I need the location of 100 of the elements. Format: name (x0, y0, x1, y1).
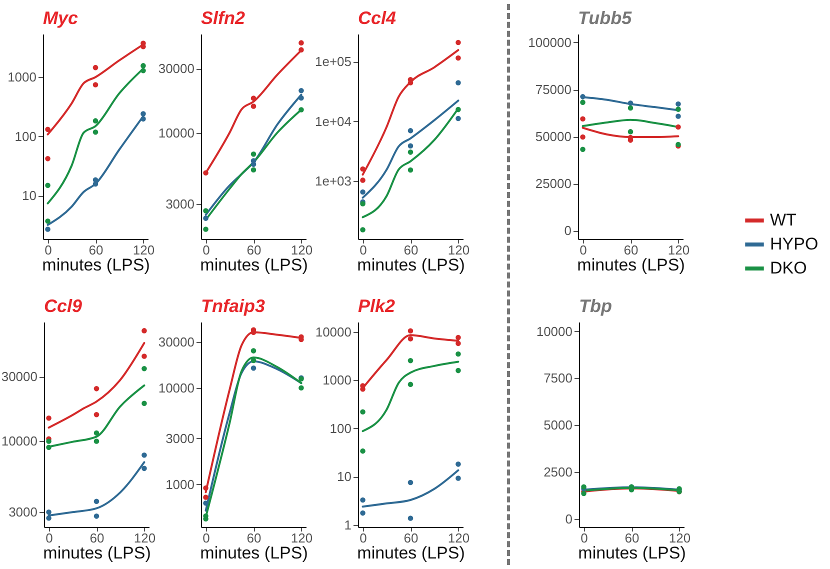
point (298, 47, 304, 52)
x-tick-label: 120 (132, 242, 155, 258)
y-tick-label: 10 (337, 469, 352, 484)
line-series (362, 469, 460, 508)
y-tick-label: 30000 (158, 334, 194, 350)
point (360, 189, 366, 195)
x-tick-label: 60 (246, 242, 262, 258)
point (580, 134, 586, 140)
point (45, 156, 50, 162)
point (250, 96, 256, 101)
y-tick-label: 1 (344, 518, 352, 533)
y-tick-label: 3000 (166, 430, 194, 446)
point (456, 476, 461, 481)
y-tick-label: 3000 (166, 196, 194, 212)
point (45, 218, 50, 224)
point (203, 485, 208, 491)
point (360, 497, 366, 503)
point (203, 216, 208, 221)
point (408, 480, 414, 486)
y-tick-label: 100000 (528, 34, 572, 50)
point (408, 128, 414, 134)
point (92, 64, 98, 70)
point (203, 170, 208, 176)
y-tick-label: 1e+03 (314, 174, 352, 189)
y-tick-label: 1e+05 (314, 54, 352, 70)
point (94, 514, 100, 519)
x-axis-title: minutes (LPS) (200, 256, 308, 274)
chart-title: Myc (43, 8, 78, 28)
y-tick-label: 10 (22, 188, 36, 204)
y-tick-label: 1000 (8, 70, 36, 85)
point (676, 114, 681, 119)
point (92, 118, 98, 124)
point (628, 129, 634, 134)
x-tick-label: 0 (580, 530, 588, 546)
point (360, 409, 366, 415)
point (676, 124, 681, 130)
y-tick-label: 10000 (158, 126, 194, 141)
point (298, 107, 304, 112)
legend-label: DKO (770, 258, 807, 278)
point (250, 104, 256, 109)
point (250, 167, 256, 172)
point (142, 400, 147, 406)
x-axis-title: minutes (LPS) (200, 544, 308, 562)
point (580, 94, 586, 100)
point (298, 385, 304, 390)
point (456, 334, 461, 340)
point (408, 336, 414, 342)
point (94, 412, 100, 418)
point (140, 63, 146, 68)
x-axis-title: minutes (LPS) (42, 256, 150, 274)
line-series (48, 342, 146, 429)
point (250, 152, 256, 157)
y-tick-label: 10000 (536, 324, 572, 339)
y-tick-label: 1000 (322, 372, 352, 388)
point (142, 354, 147, 359)
point (408, 150, 414, 155)
x-tick-label: 0 (44, 242, 52, 258)
point (456, 106, 461, 112)
y-tick-label: 75000 (535, 82, 572, 98)
x-tick-label: 0 (202, 242, 210, 258)
point (628, 100, 634, 106)
point (408, 167, 414, 173)
point (408, 358, 414, 364)
point (408, 382, 414, 388)
point (456, 40, 461, 46)
point (360, 448, 366, 454)
point (580, 116, 586, 122)
x-tick-label: 60 (624, 530, 640, 546)
point (298, 40, 304, 46)
point (456, 462, 461, 467)
point (46, 515, 52, 521)
point (142, 328, 147, 334)
chart-title: Slfn2 (201, 8, 246, 28)
y-tick-label: 2500 (544, 464, 572, 480)
point (456, 116, 461, 122)
point (628, 105, 634, 111)
point (94, 386, 100, 392)
y-tick-label: 100 (14, 128, 36, 144)
point (94, 498, 100, 504)
chart-title: Tubb5 (578, 8, 633, 28)
point (456, 340, 461, 346)
point (456, 55, 461, 61)
point (94, 430, 100, 436)
line-series (362, 100, 460, 199)
point (676, 106, 681, 112)
y-tick-label: 10000 (1, 434, 38, 449)
line-series (362, 49, 460, 176)
x-axis-title: minutes (LPS) (357, 256, 465, 274)
point (408, 516, 414, 521)
x-tick-label: 120 (448, 242, 470, 258)
line-series (362, 360, 460, 432)
point (580, 100, 586, 105)
y-tick-label: 1e+04 (314, 114, 352, 129)
y-tick-label: 0 (565, 511, 572, 526)
y-tick-label: 7500 (544, 370, 572, 386)
point (142, 466, 147, 472)
point (92, 129, 98, 135)
x-tick-label: 0 (46, 530, 53, 546)
point (140, 111, 146, 116)
x-tick-label: 60 (404, 530, 418, 546)
